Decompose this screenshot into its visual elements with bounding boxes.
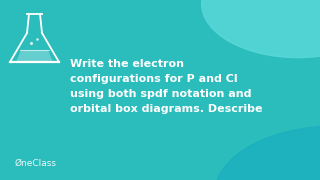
Circle shape [202,0,320,58]
Text: ØneClass: ØneClass [14,159,56,168]
Circle shape [214,126,320,180]
Polygon shape [16,50,53,62]
Text: Write the electron
configurations for P and Cl
using both spdf notation and
orbi: Write the electron configurations for P … [70,59,263,114]
